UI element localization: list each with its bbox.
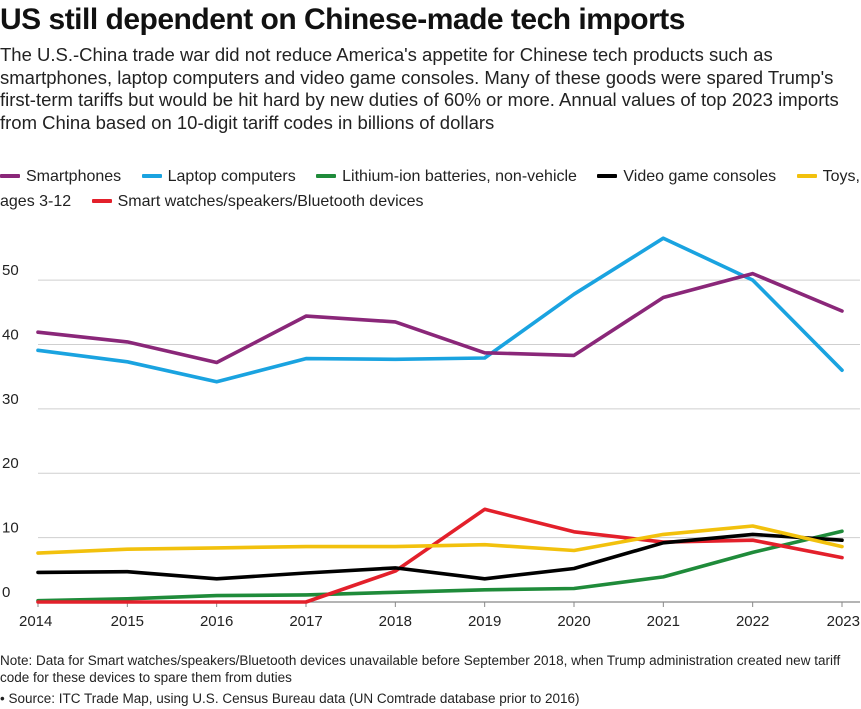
x-tick-label: 2020 [557,613,590,630]
y-axis: 0 10 20 30 40 50 [2,262,19,601]
chart-subtitle: The U.S.-China trade war did not reduce … [0,44,839,133]
legend-label: Smartphones [26,168,122,185]
legend-swatch [597,173,618,178]
series-lines [36,236,844,604]
x-tick-label: 2021 [647,613,680,630]
x-tick-label: 2023 [827,613,860,630]
x-tick-label: 2015 [111,613,144,630]
chart-note: Note: Data for Smart watches/speakers/Bl… [0,653,841,685]
legend-swatch [141,173,162,178]
legend-swatch [91,198,112,203]
x-tick-label: 2018 [379,613,412,630]
x-axis: 2014 2015 2016 2017 2018 2019 2020 2021 2022 2023 [19,602,860,630]
legend-swatch [0,173,20,178]
legend-item-consoles: Video game consoles [597,168,776,185]
x-tick-label: 2017 [289,613,322,630]
series-line-1 [36,236,844,384]
y-tick-label: 10 [2,520,19,537]
y-tick-label: 50 [2,262,19,279]
chart-title: US still dependent on Chinese-made tech … [0,3,685,36]
legend-item-smartphones: Smartphones [0,168,121,185]
y-tick-label: 40 [2,326,19,343]
line-chart: 0 10 20 30 40 50 2014 2015 2016 2017 2018 2019 2020… [2,236,860,630]
legend-label: Laptop computers [167,168,296,185]
legend: Smartphones Laptop computers Lithium-ion… [0,164,861,214]
y-tick-label: 30 [2,391,19,408]
y-tick-label: 0 [2,584,10,601]
chart-source: • Source: ITC Trade Map, using U.S. Cens… [0,691,580,706]
x-tick-label: 2014 [19,613,52,630]
legend-label: Toys, ages 3-12 [0,168,860,210]
series-line-5 [36,507,844,604]
x-tick-label: 2019 [468,613,501,630]
legend-item-smart-devices: Smart watches/speakers/Bluetooth devices [91,193,424,210]
x-tick-label: 2016 [200,613,233,630]
legend-label: Video game consoles [623,168,777,185]
legend-label: Smart watches/speakers/Bluetooth devices [117,193,424,210]
legend-item-toys: Toys, ages 3-12 [0,168,860,210]
legend-label: Lithium-ion batteries, non-vehicle [342,168,577,185]
legend-swatch [796,173,817,178]
y-tick-label: 20 [2,455,19,472]
series-line-3 [36,532,844,581]
legend-item-batteries: Lithium-ion batteries, non-vehicle [316,168,577,185]
legend-swatch [316,173,337,178]
legend-item-laptops: Laptop computers [141,168,296,185]
series-line-4 [36,524,844,555]
gridlines [38,279,860,603]
x-tick-label: 2022 [736,613,769,630]
series-line-0 [36,271,844,365]
series-line-2 [36,529,844,603]
